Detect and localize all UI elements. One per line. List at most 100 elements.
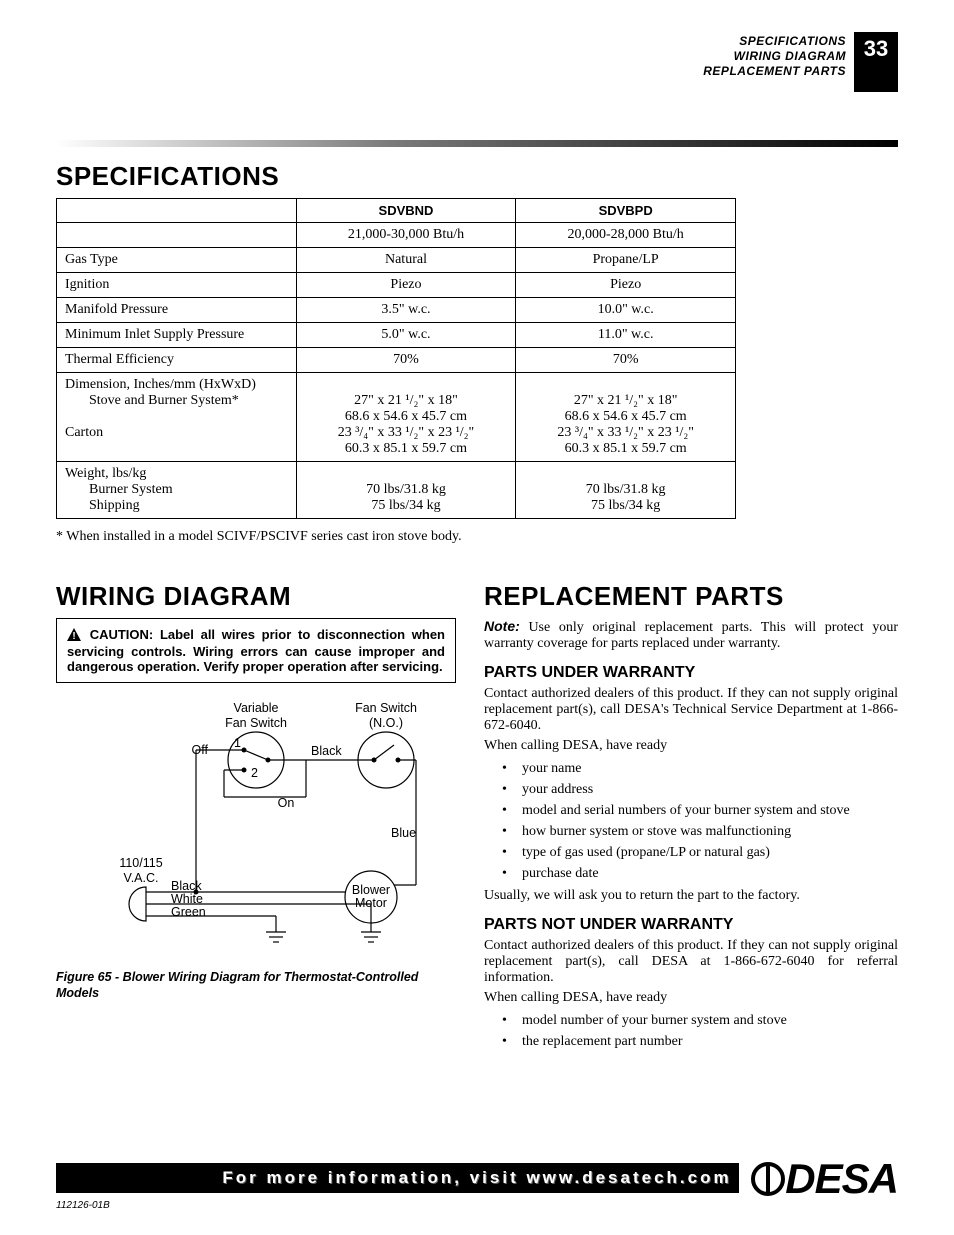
list-item: how burner system or stove was malfuncti…: [502, 821, 898, 842]
diagram-label: Black: [171, 879, 202, 893]
table-label: Dimension, Inches/mm (HxWxD): [65, 377, 256, 392]
table-cell: Ignition: [57, 273, 297, 298]
diagram-num-2: 2: [251, 766, 258, 780]
diagram-num-1: 1: [234, 736, 241, 750]
paragraph: When calling DESA, have ready: [484, 738, 898, 754]
table-value: 70 lbs/31.8 kg: [366, 482, 446, 497]
logo-icon: [751, 1162, 785, 1196]
paragraph: When calling DESA, have ready: [484, 990, 898, 1006]
diagram-label: On: [278, 796, 295, 810]
table-value: 23 ³/₄" x 33 ¹/₂" x 23 ¹/₂": [338, 425, 475, 440]
table-cell: 27" x 21 ¹/₂" x 18" 68.6 x 54.6 x 45.7 c…: [296, 373, 516, 462]
not-under-warranty-list: model number of your burner system and s…: [484, 1010, 898, 1052]
list-item: type of gas used (propane/LP or natural …: [502, 842, 898, 863]
list-item: model number of your burner system and s…: [502, 1010, 898, 1031]
table-value: 75 lbs/34 kg: [591, 498, 660, 513]
diagram-label: Blower: [352, 883, 390, 897]
table-label: Burner System: [65, 482, 173, 498]
table-footnote: * When installed in a model SCIVF/PSCIVF…: [56, 529, 898, 545]
table-cell: [57, 199, 297, 223]
table-cell: Propane/LP: [516, 248, 736, 273]
diagram-label: 110/115: [119, 856, 162, 870]
diagram-label: Fan Switch: [355, 701, 417, 715]
table-value: 60.3 x 85.1 x 59.7 cm: [345, 441, 467, 456]
list-item: model and serial numbers of your burner …: [502, 800, 898, 821]
table-cell: 5.0" w.c.: [296, 323, 516, 348]
warning-icon: !: [67, 628, 81, 644]
table-cell: Piezo: [516, 273, 736, 298]
wiring-diagram: 1 2: [56, 697, 456, 962]
list-item: your address: [502, 779, 898, 800]
list-item: the replacement part number: [502, 1031, 898, 1052]
paragraph: Contact authorized dealers of this produ…: [484, 686, 898, 734]
table-value: 70 lbs/31.8 kg: [586, 482, 666, 497]
table-header: SDVBPD: [516, 199, 736, 223]
page-number-badge: 33: [854, 32, 898, 92]
header-section-lines: SPECIFICATIONS WIRING DIAGRAM REPLACEMEN…: [703, 34, 846, 79]
wiring-column: WIRING DIAGRAM ! CAUTION: Label all wire…: [56, 567, 456, 1052]
table-label: Shipping: [65, 498, 140, 514]
specifications-heading: SPECIFICATIONS: [56, 161, 898, 192]
note-label: Note:: [484, 618, 520, 634]
caution-box: ! CAUTION: Label all wires prior to disc…: [56, 618, 456, 683]
table-cell: Piezo: [296, 273, 516, 298]
table-cell: 10.0" w.c.: [516, 298, 736, 323]
paragraph: Contact authorized dealers of this produ…: [484, 938, 898, 986]
table-cell: 70%: [296, 348, 516, 373]
replacement-heading: REPLACEMENT PARTS: [484, 581, 898, 612]
logo-text: DESA: [785, 1155, 898, 1203]
table-header: SDVBND: [296, 199, 516, 223]
list-item: purchase date: [502, 863, 898, 884]
table-cell: Thermal Efficiency: [57, 348, 297, 373]
diagram-label: (N.O.): [369, 716, 403, 730]
list-item: your name: [502, 758, 898, 779]
header-line: REPLACEMENT PARTS: [703, 64, 846, 79]
diagram-label: Variable: [234, 701, 279, 715]
table-value: 75 lbs/34 kg: [371, 498, 440, 513]
wiring-heading: WIRING DIAGRAM: [56, 581, 456, 612]
diagram-label: Motor: [355, 896, 387, 910]
table-cell: 20,000-28,000 Btu/h: [516, 223, 736, 248]
table-cell: [57, 223, 297, 248]
header-rule: [56, 140, 898, 147]
under-warranty-list: your name your address model and serial …: [484, 758, 898, 884]
table-value: 27" x 21 ¹/₂" x 18": [354, 393, 458, 408]
table-label: Stove and Burner System*: [65, 393, 239, 409]
table-label: Carton: [65, 425, 103, 440]
diagram-label: Green: [171, 905, 206, 919]
table-value: 68.6 x 54.6 x 45.7 cm: [565, 409, 687, 424]
footer-text: For more information, visit www.desatech…: [222, 1168, 731, 1188]
header-line: WIRING DIAGRAM: [703, 49, 846, 64]
diagram-label: Fan Switch: [225, 716, 287, 730]
specifications-table: SDVBND SDVBPD 21,000-30,000 Btu/h 20,000…: [56, 198, 736, 519]
note-paragraph: Note: Use only original replacement part…: [484, 618, 898, 652]
table-cell: Dimension, Inches/mm (HxWxD) Stove and B…: [57, 373, 297, 462]
table-cell: 70 lbs/31.8 kg 75 lbs/34 kg: [296, 462, 516, 519]
table-cell: Minimum Inlet Supply Pressure: [57, 323, 297, 348]
table-cell: 11.0" w.c.: [516, 323, 736, 348]
paragraph: Usually, we will ask you to return the p…: [484, 888, 898, 904]
table-cell: Manifold Pressure: [57, 298, 297, 323]
desa-logo: DESA: [739, 1155, 898, 1203]
table-value: 68.6 x 54.6 x 45.7 cm: [345, 409, 467, 424]
diagram-label: Black: [311, 744, 342, 758]
note-text: Use only original replacement parts. Thi…: [484, 620, 898, 651]
table-cell: 3.5" w.c.: [296, 298, 516, 323]
table-value: 27" x 21 ¹/₂" x 18": [574, 393, 678, 408]
diagram-label: Blue: [391, 826, 416, 840]
svg-text:!: !: [72, 631, 75, 641]
diagram-label: V.A.C.: [124, 871, 159, 885]
caution-text: CAUTION: Label all wires prior to discon…: [67, 627, 445, 674]
parts-not-under-warranty-heading: PARTS NOT UNDER WARRANTY: [484, 916, 898, 934]
header-line: SPECIFICATIONS: [703, 34, 846, 49]
table-value: 23 ³/₄" x 33 ¹/₂" x 23 ¹/₂": [557, 425, 694, 440]
table-label: Weight, lbs/kg: [65, 466, 146, 481]
figure-caption: Figure 65 - Blower Wiring Diagram for Th…: [56, 970, 456, 1001]
table-cell: Natural: [296, 248, 516, 273]
diagram-label: Off: [192, 743, 209, 757]
table-cell: 27" x 21 ¹/₂" x 18" 68.6 x 54.6 x 45.7 c…: [516, 373, 736, 462]
parts-under-warranty-heading: PARTS UNDER WARRANTY: [484, 664, 898, 682]
document-number: 112126-01B: [56, 1200, 110, 1211]
table-cell: Gas Type: [57, 248, 297, 273]
table-cell: 21,000-30,000 Btu/h: [296, 223, 516, 248]
